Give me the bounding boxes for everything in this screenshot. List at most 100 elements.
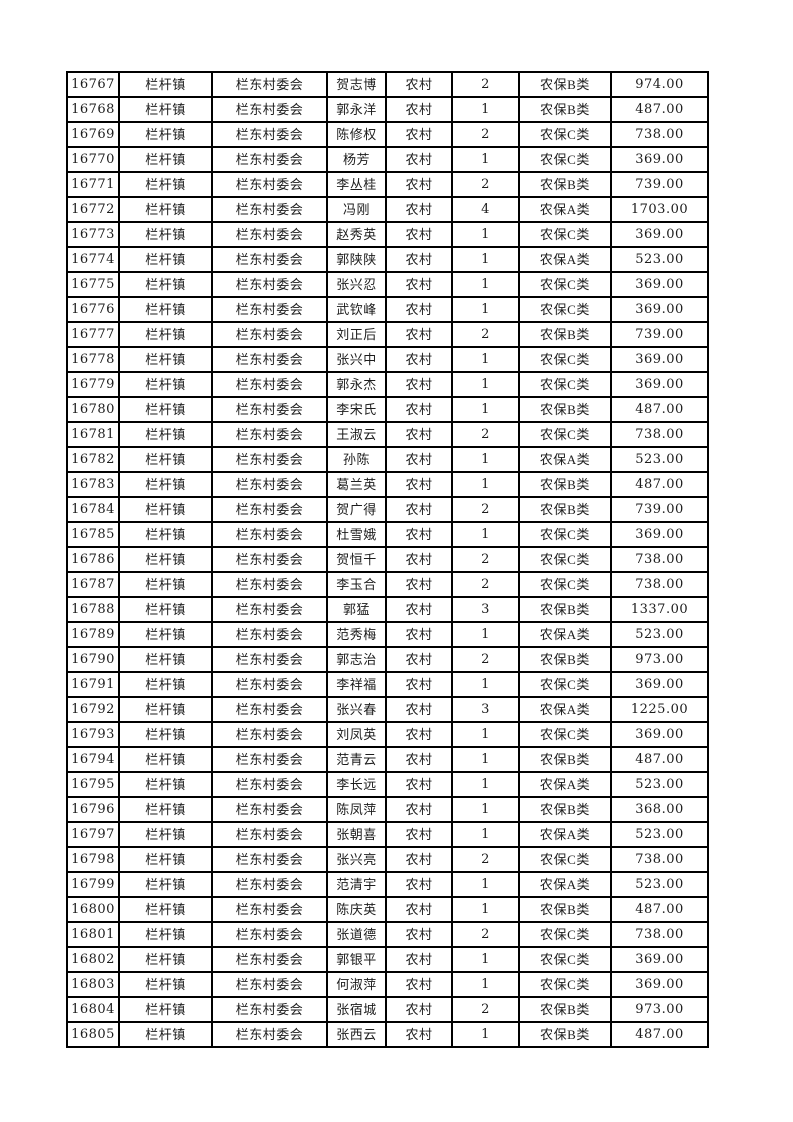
cell-insurance-category: 农保B类 xyxy=(518,471,612,498)
cell-residence-type: 农村 xyxy=(385,346,453,373)
cell-amount: 739.00 xyxy=(610,496,709,523)
cell-town: 栏杆镇 xyxy=(118,221,213,248)
cell-residence-type: 农村 xyxy=(385,921,453,948)
cell-village: 栏东村委会 xyxy=(211,171,328,198)
table-row: 16786 栏杆镇 栏东村委会 贺恒千 农村 2 农保C类 738.00 xyxy=(66,546,709,573)
cell-town: 栏杆镇 xyxy=(118,1021,213,1048)
cell-insurance-category: 农保B类 xyxy=(518,646,612,673)
table-row: 16797 栏杆镇 栏东村委会 张朝喜 农村 1 农保A类 523.00 xyxy=(66,821,709,848)
table-row: 16784 栏杆镇 栏东村委会 贺广得 农村 2 农保B类 739.00 xyxy=(66,496,709,523)
cell-town: 栏杆镇 xyxy=(118,921,213,948)
cell-residence-type: 农村 xyxy=(385,971,453,998)
cell-village: 栏东村委会 xyxy=(211,446,328,473)
cell-village: 栏东村委会 xyxy=(211,321,328,348)
cell-town: 栏杆镇 xyxy=(118,121,213,148)
cell-person-count: 2 xyxy=(451,646,520,673)
cell-residence-type: 农村 xyxy=(385,271,453,298)
table-row: 16780 栏杆镇 栏东村委会 李宋氏 农村 1 农保B类 487.00 xyxy=(66,396,709,423)
cell-residence-type: 农村 xyxy=(385,171,453,198)
cell-residence-type: 农村 xyxy=(385,96,453,123)
cell-id: 16773 xyxy=(66,221,120,248)
cell-village: 栏东村委会 xyxy=(211,96,328,123)
cell-insurance-category: 农保C类 xyxy=(518,296,612,323)
cell-id: 16780 xyxy=(66,396,120,423)
cell-amount: 738.00 xyxy=(610,846,709,873)
cell-amount: 369.00 xyxy=(610,946,709,973)
cell-amount: 974.00 xyxy=(610,71,709,98)
cell-residence-type: 农村 xyxy=(385,296,453,323)
cell-amount: 523.00 xyxy=(610,446,709,473)
cell-amount: 738.00 xyxy=(610,921,709,948)
cell-person-count: 2 xyxy=(451,421,520,448)
cell-village: 栏东村委会 xyxy=(211,71,328,98)
cell-person-count: 1 xyxy=(451,221,520,248)
cell-id: 16804 xyxy=(66,996,120,1023)
cell-town: 栏杆镇 xyxy=(118,796,213,823)
cell-amount: 738.00 xyxy=(610,421,709,448)
cell-town: 栏杆镇 xyxy=(118,621,213,648)
cell-person-count: 2 xyxy=(451,846,520,873)
cell-residence-type: 农村 xyxy=(385,871,453,898)
table-row: 16768 栏杆镇 栏东村委会 郭永洋 农村 1 农保B类 487.00 xyxy=(66,96,709,123)
table-row: 16801 栏杆镇 栏东村委会 张道德 农村 2 农保C类 738.00 xyxy=(66,921,709,948)
cell-id: 16781 xyxy=(66,421,120,448)
table-row: 16795 栏杆镇 栏东村委会 李长远 农村 1 农保A类 523.00 xyxy=(66,771,709,798)
cell-person-count: 1 xyxy=(451,96,520,123)
cell-insurance-category: 农保A类 xyxy=(518,446,612,473)
cell-id: 16789 xyxy=(66,621,120,648)
cell-person-count: 2 xyxy=(451,921,520,948)
cell-name: 孙陈 xyxy=(326,446,387,473)
cell-amount: 487.00 xyxy=(610,1021,709,1048)
cell-name: 张宿城 xyxy=(326,996,387,1023)
cell-town: 栏杆镇 xyxy=(118,471,213,498)
cell-village: 栏东村委会 xyxy=(211,121,328,148)
cell-person-count: 3 xyxy=(451,696,520,723)
cell-person-count: 1 xyxy=(451,896,520,923)
cell-insurance-category: 农保B类 xyxy=(518,1021,612,1048)
cell-name: 范青云 xyxy=(326,746,387,773)
table-row: 16787 栏杆镇 栏东村委会 李玉合 农村 2 农保C类 738.00 xyxy=(66,571,709,598)
cell-village: 栏东村委会 xyxy=(211,371,328,398)
cell-insurance-category: 农保C类 xyxy=(518,971,612,998)
cell-village: 栏东村委会 xyxy=(211,271,328,298)
cell-village: 栏东村委会 xyxy=(211,696,328,723)
cell-person-count: 1 xyxy=(451,246,520,273)
cell-amount: 1703.00 xyxy=(610,196,709,223)
cell-town: 栏杆镇 xyxy=(118,521,213,548)
cell-name: 李祥福 xyxy=(326,671,387,698)
cell-amount: 369.00 xyxy=(610,521,709,548)
cell-person-count: 1 xyxy=(451,471,520,498)
cell-insurance-category: 农保B类 xyxy=(518,496,612,523)
cell-person-count: 1 xyxy=(451,721,520,748)
table-row: 16800 栏杆镇 栏东村委会 陈庆英 农村 1 农保B类 487.00 xyxy=(66,896,709,923)
cell-town: 栏杆镇 xyxy=(118,146,213,173)
cell-id: 16783 xyxy=(66,471,120,498)
cell-name: 陈修权 xyxy=(326,121,387,148)
cell-amount: 487.00 xyxy=(610,896,709,923)
cell-residence-type: 农村 xyxy=(385,246,453,273)
cell-id: 16784 xyxy=(66,496,120,523)
cell-insurance-category: 农保B类 xyxy=(518,796,612,823)
cell-amount: 523.00 xyxy=(610,871,709,898)
cell-person-count: 1 xyxy=(451,396,520,423)
cell-village: 栏东村委会 xyxy=(211,646,328,673)
cell-residence-type: 农村 xyxy=(385,621,453,648)
table-row: 16776 栏杆镇 栏东村委会 武钦峰 农村 1 农保C类 369.00 xyxy=(66,296,709,323)
cell-id: 16805 xyxy=(66,1021,120,1048)
cell-person-count: 2 xyxy=(451,321,520,348)
cell-amount: 369.00 xyxy=(610,296,709,323)
cell-id: 16785 xyxy=(66,521,120,548)
cell-town: 栏杆镇 xyxy=(118,396,213,423)
cell-town: 栏杆镇 xyxy=(118,321,213,348)
cell-name: 张兴中 xyxy=(326,346,387,373)
cell-insurance-category: 农保B类 xyxy=(518,71,612,98)
cell-id: 16788 xyxy=(66,596,120,623)
cell-person-count: 1 xyxy=(451,971,520,998)
cell-insurance-category: 农保B类 xyxy=(518,171,612,198)
cell-person-count: 1 xyxy=(451,821,520,848)
table-row: 16782 栏杆镇 栏东村委会 孙陈 农村 1 农保A类 523.00 xyxy=(66,446,709,473)
cell-amount: 973.00 xyxy=(610,646,709,673)
cell-id: 16768 xyxy=(66,96,120,123)
cell-person-count: 1 xyxy=(451,1021,520,1048)
cell-name: 范秀梅 xyxy=(326,621,387,648)
